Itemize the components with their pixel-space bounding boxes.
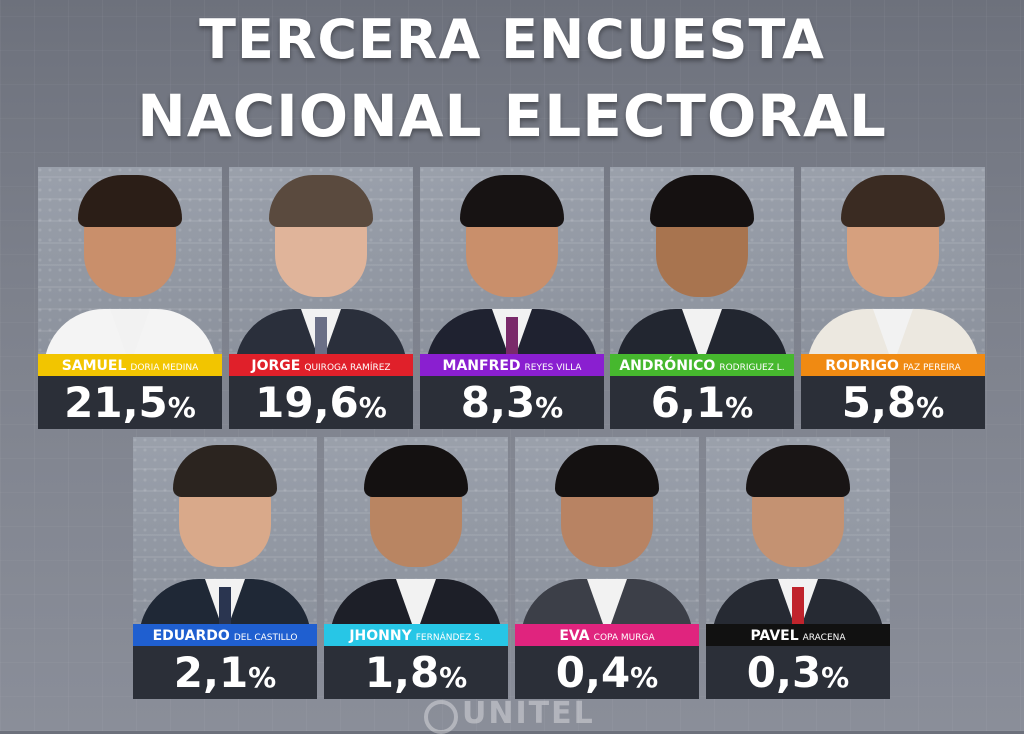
candidate-photo xyxy=(515,437,699,624)
percentage-value: 19,6 xyxy=(255,378,359,427)
candidate-card: SAMUEL DORIA MEDINA 21,5% xyxy=(38,167,222,429)
candidate-hair xyxy=(460,175,564,227)
candidate-card: JORGE QUIROGA RAMÍREZ 19,6% xyxy=(229,167,413,429)
candidate-first-name: JHONNY xyxy=(349,628,412,644)
candidate-hair xyxy=(269,175,373,227)
candidate-first-name: PAVEL xyxy=(750,628,799,644)
candidate-name-bar: JORGE QUIROGA RAMÍREZ xyxy=(229,354,413,376)
candidate-last-name: DORIA MEDINA xyxy=(130,363,199,373)
candidate-hair xyxy=(746,445,850,497)
candidate-card: JHONNY FERNÁNDEZ S. 1,8% xyxy=(324,437,508,699)
percent-sign: % xyxy=(248,661,277,694)
candidate-last-name: PAZ PEREIRA xyxy=(902,363,961,373)
candidate-hair xyxy=(650,175,754,227)
tie xyxy=(219,587,231,624)
candidate-first-name: EVA xyxy=(559,628,590,644)
candidate-last-name: RODRIGUEZ L. xyxy=(719,363,785,373)
candidate-percentage: 5,8% xyxy=(801,376,985,429)
percent-sign: % xyxy=(358,391,387,424)
percent-sign: % xyxy=(439,661,468,694)
percentage-value: 0,3 xyxy=(746,648,822,697)
candidate-percentage: 8,3% xyxy=(420,376,604,429)
candidate-card: EDUARDO DEL CASTILLO 2,1% xyxy=(133,437,317,699)
candidate-name-bar: MANFRED REYES VILLA xyxy=(420,354,604,376)
candidate-percentage: 19,6% xyxy=(229,376,413,429)
percentage-value: 8,3 xyxy=(460,378,536,427)
percentage-value: 2,1 xyxy=(173,648,249,697)
candidate-last-name: QUIROGA RAMÍREZ xyxy=(304,363,391,373)
candidate-percentage: 6,1% xyxy=(610,376,794,429)
candidate-percentage: 21,5% xyxy=(38,376,222,429)
candidate-photo xyxy=(610,167,794,354)
candidate-last-name: DEL CASTILLO xyxy=(233,633,298,643)
candidate-photo xyxy=(324,437,508,624)
candidate-name-bar: RODRIGO PAZ PEREIRA xyxy=(801,354,985,376)
candidate-last-name: FERNÁNDEZ S. xyxy=(415,633,483,643)
candidate-card: RODRIGO PAZ PEREIRA 5,8% xyxy=(801,167,985,429)
candidate-name-bar: SAMUEL DORIA MEDINA xyxy=(38,354,222,376)
candidate-first-name: SAMUEL xyxy=(61,358,127,374)
candidate-name-bar: JHONNY FERNÁNDEZ S. xyxy=(324,624,508,646)
percent-sign: % xyxy=(535,391,564,424)
unitel-logo-icon xyxy=(424,700,458,734)
percentage-value: 5,8 xyxy=(841,378,917,427)
percent-sign: % xyxy=(916,391,945,424)
candidate-last-name: ARACENA xyxy=(802,633,846,643)
candidate-first-name: EDUARDO xyxy=(152,628,230,644)
candidate-first-name: RODRIGO xyxy=(825,358,899,374)
percentage-value: 6,1 xyxy=(650,378,726,427)
candidate-hair xyxy=(841,175,945,227)
percentage-value: 0,4 xyxy=(555,648,631,697)
percent-sign: % xyxy=(725,391,754,424)
candidate-hair xyxy=(78,175,182,227)
candidate-photo xyxy=(38,167,222,354)
candidate-first-name: JORGE xyxy=(251,358,301,374)
candidate-photo xyxy=(133,437,317,624)
candidate-percentage: 1,8% xyxy=(324,646,508,699)
percentage-value: 1,8 xyxy=(364,648,440,697)
percent-sign: % xyxy=(630,661,659,694)
candidate-name-bar: PAVEL ARACENA xyxy=(706,624,890,646)
candidate-name-bar: EVA COPA MURGA xyxy=(515,624,699,646)
percent-sign: % xyxy=(821,661,850,694)
tie xyxy=(315,317,327,354)
page-title-line-2: NACIONAL ELECTORAL xyxy=(137,82,887,150)
candidate-percentage: 0,3% xyxy=(706,646,890,699)
candidate-photo xyxy=(420,167,604,354)
candidate-percentage: 0,4% xyxy=(515,646,699,699)
candidate-card: EVA COPA MURGA 0,4% xyxy=(515,437,699,699)
candidate-first-name: ANDRÓNICO xyxy=(619,358,716,374)
candidate-hair xyxy=(555,445,659,497)
candidate-card: ANDRÓNICO RODRIGUEZ L. 6,1% xyxy=(610,167,794,429)
candidate-photo xyxy=(801,167,985,354)
candidate-first-name: MANFRED xyxy=(442,358,521,374)
candidate-hair xyxy=(173,445,277,497)
watermark-text: UNITEL xyxy=(462,696,595,731)
tie xyxy=(506,317,518,354)
page-title-line-1: TERCERA ENCUESTA xyxy=(199,8,825,71)
percentage-value: 21,5 xyxy=(64,378,168,427)
tie xyxy=(792,587,804,624)
candidate-card: PAVEL ARACENA 0,3% xyxy=(706,437,890,699)
candidate-name-bar: EDUARDO DEL CASTILLO xyxy=(133,624,317,646)
percent-sign: % xyxy=(167,391,196,424)
candidate-photo xyxy=(706,437,890,624)
candidate-photo xyxy=(229,167,413,354)
candidate-card: MANFRED REYES VILLA 8,3% xyxy=(420,167,604,429)
candidate-hair xyxy=(364,445,468,497)
candidate-name-bar: ANDRÓNICO RODRIGUEZ L. xyxy=(610,354,794,376)
candidate-percentage: 2,1% xyxy=(133,646,317,699)
candidate-last-name: REYES VILLA xyxy=(524,363,582,373)
candidate-last-name: COPA MURGA xyxy=(593,633,655,643)
